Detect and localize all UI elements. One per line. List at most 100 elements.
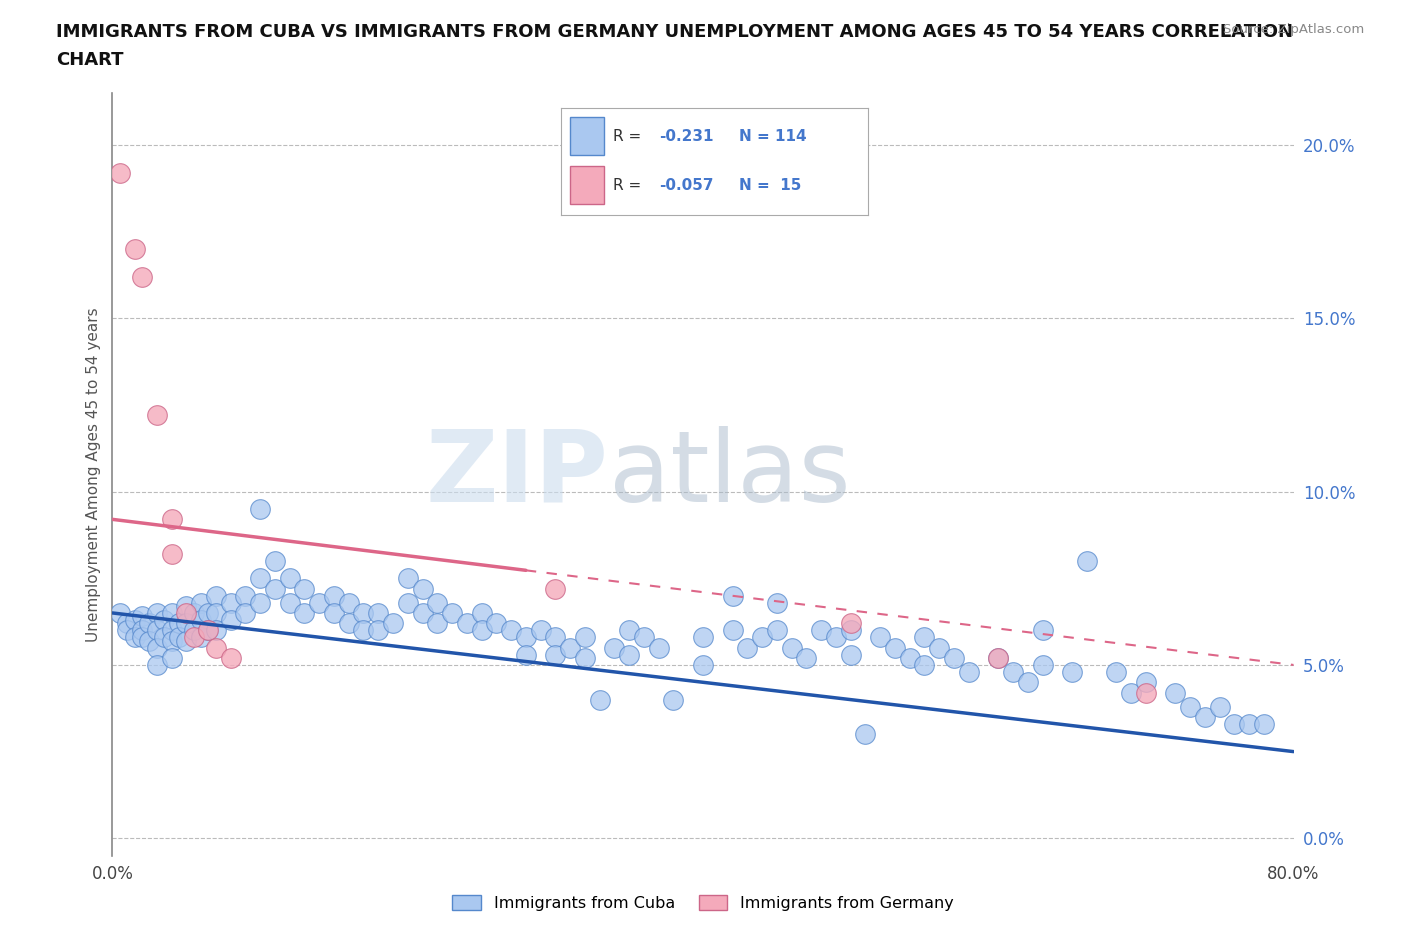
Text: atlas: atlas [609,426,851,523]
Point [780,640,803,655]
Point [928,640,950,655]
Point [751,630,773,644]
Point [1253,716,1275,731]
Point [264,553,287,568]
Point [1135,675,1157,690]
Point [264,581,287,596]
Point [183,605,205,620]
Point [108,166,131,180]
Point [153,630,176,644]
Point [1208,699,1232,714]
Point [884,640,907,655]
Point [117,616,138,631]
Point [160,547,183,562]
Point [501,623,523,638]
Point [987,651,1010,666]
Point [174,616,197,631]
Point [544,581,567,596]
Point [146,605,169,620]
Point [441,605,464,620]
Point [190,630,212,644]
Point [308,595,330,610]
Point [138,616,160,631]
Legend: Immigrants from Cuba, Immigrants from Germany: Immigrants from Cuba, Immigrants from Ge… [446,888,960,917]
Point [898,651,921,666]
Point [249,501,271,516]
Point [131,630,153,644]
Point [619,647,641,662]
Point [839,616,862,631]
Point [233,605,256,620]
Point [160,605,183,620]
Point [485,616,508,631]
Point [619,623,641,638]
Point [352,623,374,638]
Point [1164,685,1187,700]
Point [167,630,190,644]
Point [323,588,346,603]
Point [515,630,537,644]
Point [197,623,219,638]
Point [396,595,419,610]
Point [174,633,197,648]
Point [367,605,389,620]
Point [219,595,242,610]
Point [337,616,360,631]
Point [588,692,610,707]
Point [146,623,169,638]
Point [249,571,271,586]
Point [1076,553,1098,568]
Point [1178,699,1201,714]
Point [692,658,714,672]
Point [515,647,537,662]
Point [574,630,596,644]
Point [1223,716,1246,731]
Point [160,651,183,666]
Point [662,692,685,707]
Point [396,571,419,586]
Point [914,630,936,644]
Point [869,630,891,644]
Point [942,651,965,666]
Point [766,623,789,638]
Point [766,595,789,610]
Point [124,613,146,628]
Point [190,613,212,628]
Point [957,664,980,679]
Point [153,613,176,628]
Point [249,595,271,610]
Point [411,605,433,620]
Point [1119,685,1142,700]
Point [124,242,146,257]
Point [124,630,146,644]
Point [197,623,219,638]
Point [470,605,494,620]
Y-axis label: Unemployment Among Ages 45 to 54 years: Unemployment Among Ages 45 to 54 years [86,307,101,642]
Point [337,595,360,610]
Point [1032,658,1054,672]
Point [205,588,228,603]
Point [1135,685,1157,700]
Point [146,408,169,423]
Point [108,605,131,620]
Point [167,616,190,631]
Text: ZIP: ZIP [426,426,609,523]
Point [1017,675,1039,690]
Point [529,623,551,638]
Text: Source: ZipAtlas.com: Source: ZipAtlas.com [1223,23,1364,36]
Point [426,616,449,631]
Point [278,571,301,586]
Point [411,581,433,596]
Point [197,605,219,620]
Point [146,640,169,655]
Point [839,647,862,662]
Point [1105,664,1128,679]
Point [205,640,228,655]
Point [633,630,655,644]
Point [382,616,405,631]
Point [855,727,877,742]
Point [131,609,153,624]
Point [352,605,374,620]
Point [574,651,596,666]
Point [1032,623,1054,638]
